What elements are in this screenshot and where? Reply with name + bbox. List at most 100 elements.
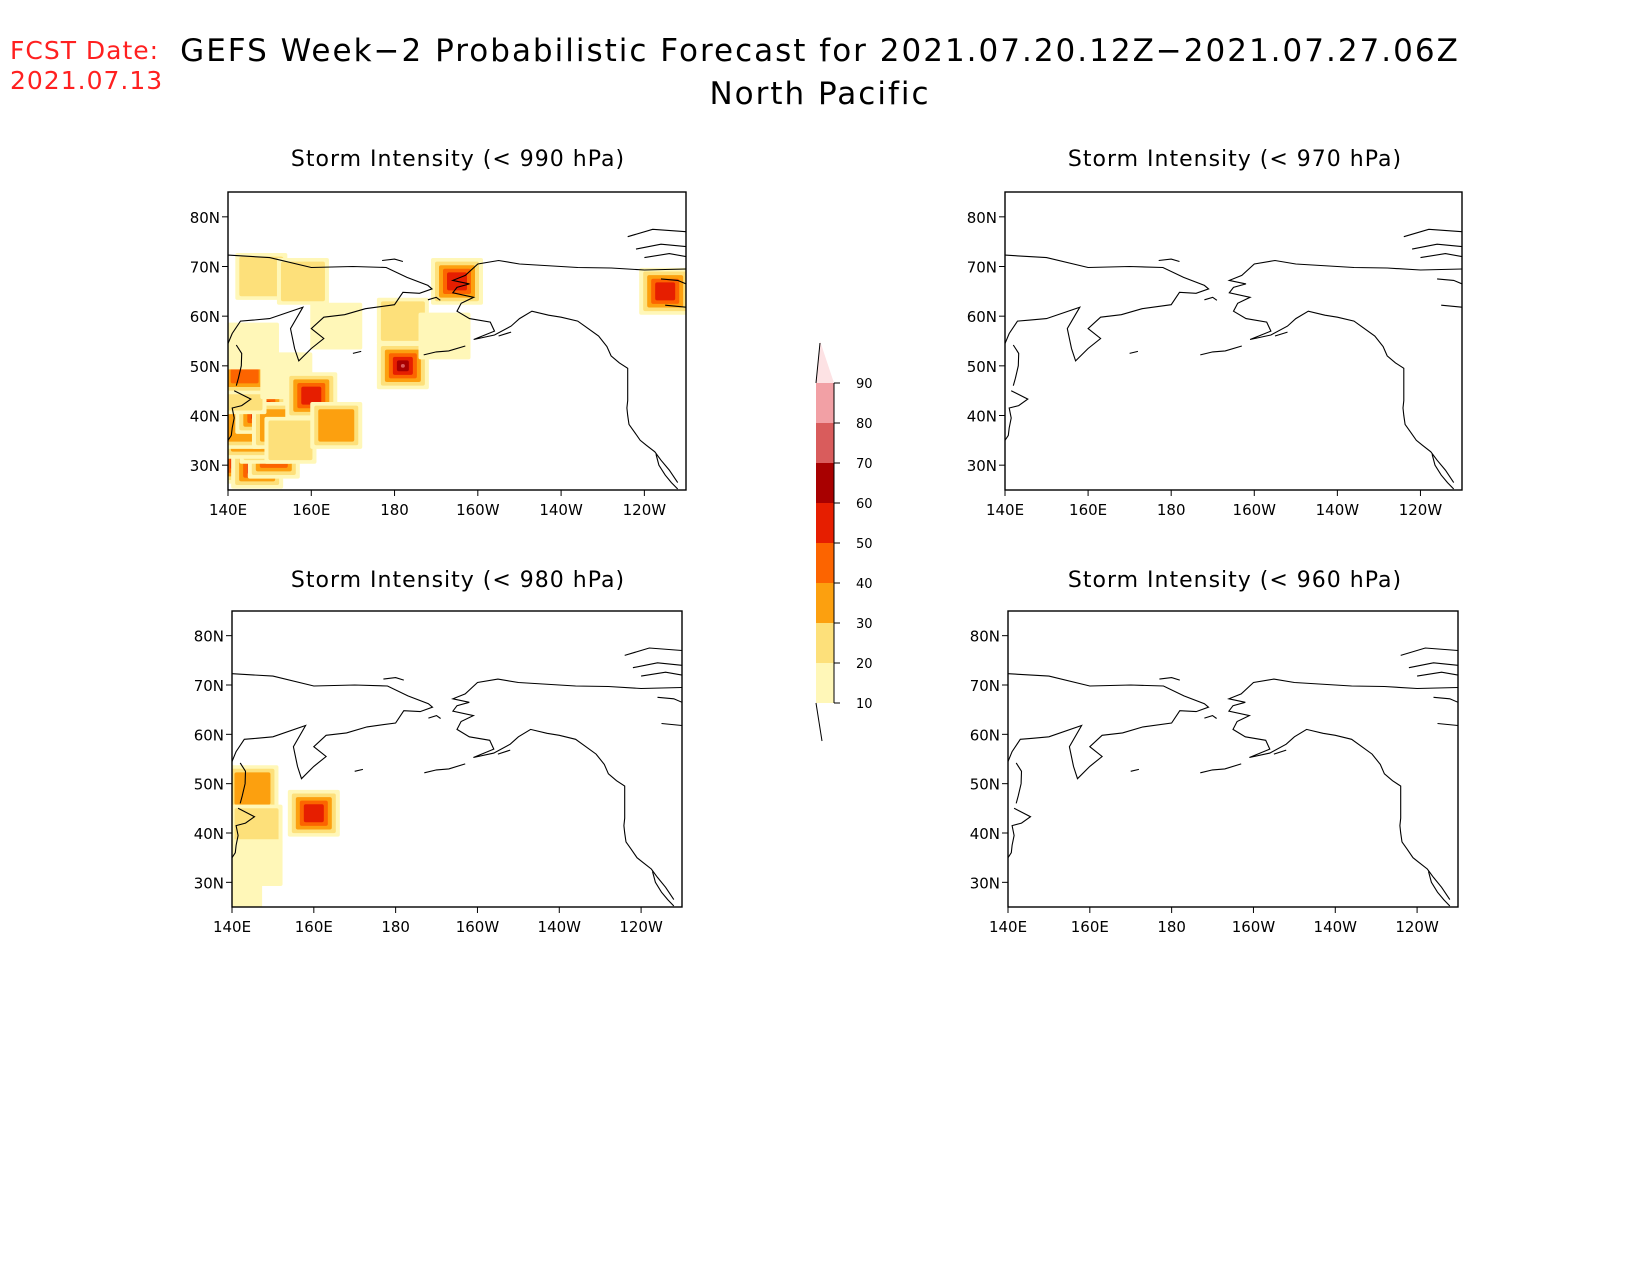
x-tick-label: 180 bbox=[381, 918, 410, 936]
probability-cell bbox=[655, 282, 676, 301]
x-tick-label: 120W bbox=[619, 918, 663, 936]
colorbar: 10 20 30 40 50 60 70 80 90 bbox=[815, 341, 873, 742]
title-line-2: North Pacific bbox=[709, 76, 931, 112]
y-tick-label: 40N bbox=[190, 408, 220, 426]
x-tick-label: 160W bbox=[1233, 501, 1277, 519]
coastline-segment bbox=[352, 350, 362, 354]
colorbar-box bbox=[816, 623, 834, 663]
probability-cell bbox=[418, 312, 471, 360]
y-tick-label: 80N bbox=[970, 628, 1000, 646]
coastline bbox=[1008, 647, 1458, 907]
map-panel-bottom-right: Storm Intensity (< 960 hPa) 140E 160E 180 16… bbox=[970, 568, 1459, 936]
figure-title: GEFS Week−2 Probabilistic Forecast for 2… bbox=[160, 30, 1480, 116]
colorbar-box bbox=[816, 663, 834, 703]
colorbar-label: 90 bbox=[856, 377, 873, 392]
coastline-segment bbox=[1431, 454, 1455, 490]
coastline-segment bbox=[239, 762, 247, 804]
y-tick-label: 30N bbox=[194, 874, 224, 892]
colorbar-label: 70 bbox=[856, 457, 873, 472]
coastline-segment bbox=[354, 768, 364, 772]
colorbar-label: 80 bbox=[856, 417, 873, 432]
probability-cell bbox=[303, 804, 324, 823]
y-tick-label: 50N bbox=[194, 776, 224, 794]
y-tick-label: 50N bbox=[970, 776, 1000, 794]
x-tick-label: 160W bbox=[456, 501, 500, 519]
y-tick-label: 60N bbox=[194, 726, 224, 744]
coastline-segment bbox=[1433, 696, 1458, 703]
coastline-segment bbox=[424, 763, 466, 774]
panel-frame bbox=[227, 191, 687, 491]
coastline-segment bbox=[661, 722, 682, 727]
x-tick-label: 140E bbox=[213, 918, 251, 936]
map-panel-bottom-left: Storm Intensity (< 980 hPa) 140E 160E 180 16… bbox=[194, 568, 683, 936]
y-tick-label: 80N bbox=[194, 628, 224, 646]
coastline-segment bbox=[644, 253, 686, 259]
x-tick-label: 140E bbox=[209, 501, 247, 519]
y-tick-label: 40N bbox=[970, 825, 1000, 843]
title-line-1: GEFS Week−2 Probabilistic Forecast for 2… bbox=[180, 33, 1460, 69]
colorbar-box bbox=[816, 423, 834, 463]
coastline-segment bbox=[665, 304, 686, 308]
panel-frame bbox=[1007, 610, 1459, 908]
map-panel-top-left: Storm Intensity (< 990 hPa) 140E 160E 180 16… bbox=[190, 147, 687, 519]
coastline-segment bbox=[627, 228, 686, 238]
colorbar-label: 60 bbox=[856, 497, 873, 512]
coastline-segment bbox=[660, 278, 686, 285]
coastline-segment bbox=[1200, 345, 1242, 356]
coastline-segment bbox=[1015, 762, 1023, 804]
coastline-segment bbox=[228, 254, 434, 362]
y-tick-label: 60N bbox=[190, 308, 220, 326]
coastline-segment bbox=[383, 677, 404, 681]
probability-cell bbox=[380, 301, 425, 341]
y-tick-label: 60N bbox=[970, 726, 1000, 744]
coastline-segment bbox=[451, 678, 682, 900]
coastline-segment bbox=[498, 331, 512, 337]
colorbar-box bbox=[816, 543, 834, 583]
coastline-segment bbox=[635, 243, 686, 250]
panel-title: Storm Intensity (< 970 hPa) bbox=[1068, 147, 1402, 172]
forecast-date-caption: FCST Date: bbox=[10, 36, 160, 65]
colorbar-box bbox=[816, 341, 834, 383]
y-tick-label: 80N bbox=[967, 209, 997, 227]
y-tick-label: 60N bbox=[967, 308, 997, 326]
coastline-segment bbox=[1400, 647, 1458, 656]
y-tick-label: 30N bbox=[967, 457, 997, 475]
coastline-segment bbox=[641, 671, 682, 677]
coastline-segment bbox=[1005, 254, 1210, 362]
coastline-segment bbox=[497, 749, 511, 755]
y-tick-label: 70N bbox=[967, 259, 997, 277]
panel-title: Storm Intensity (< 980 hPa) bbox=[291, 568, 625, 593]
probability-shading bbox=[232, 765, 340, 907]
colorbar-label: 30 bbox=[856, 617, 873, 632]
coastline bbox=[228, 228, 686, 490]
colorbar-bottom-end bbox=[815, 702, 823, 742]
y-tick-label: 70N bbox=[190, 259, 220, 277]
coastline-segment bbox=[1130, 768, 1140, 772]
x-tick-label: 160E bbox=[295, 918, 333, 936]
colorbar-box bbox=[816, 503, 834, 543]
panel-frame bbox=[1004, 191, 1463, 491]
coastline-segment bbox=[1437, 278, 1462, 285]
probability-cell bbox=[400, 364, 405, 368]
coastline-segment bbox=[1129, 350, 1139, 354]
coastline-segment bbox=[1204, 714, 1217, 719]
x-tick-label: 140W bbox=[539, 501, 583, 519]
coastline-segment bbox=[1274, 331, 1288, 337]
x-tick-label: 120W bbox=[1399, 501, 1443, 519]
coastline-segment bbox=[1200, 763, 1242, 774]
coastline-segment bbox=[1159, 677, 1180, 681]
coastline-segment bbox=[655, 454, 679, 490]
coastline-segment bbox=[1403, 228, 1462, 238]
y-tick-label: 40N bbox=[967, 408, 997, 426]
colorbar-label: 20 bbox=[856, 657, 873, 672]
coastline-segment bbox=[1204, 296, 1218, 301]
x-tick-label: 140W bbox=[1316, 501, 1360, 519]
colorbar-label: 40 bbox=[856, 577, 873, 592]
coastline-segment bbox=[1408, 662, 1458, 669]
coastline-segment bbox=[1411, 243, 1462, 250]
forecast-date-value: 2021.07.13 bbox=[10, 66, 164, 95]
coastline-segment bbox=[632, 662, 682, 669]
coastline-segment bbox=[651, 871, 675, 907]
probability-cell bbox=[239, 256, 284, 297]
x-tick-label: 160W bbox=[1232, 918, 1276, 936]
